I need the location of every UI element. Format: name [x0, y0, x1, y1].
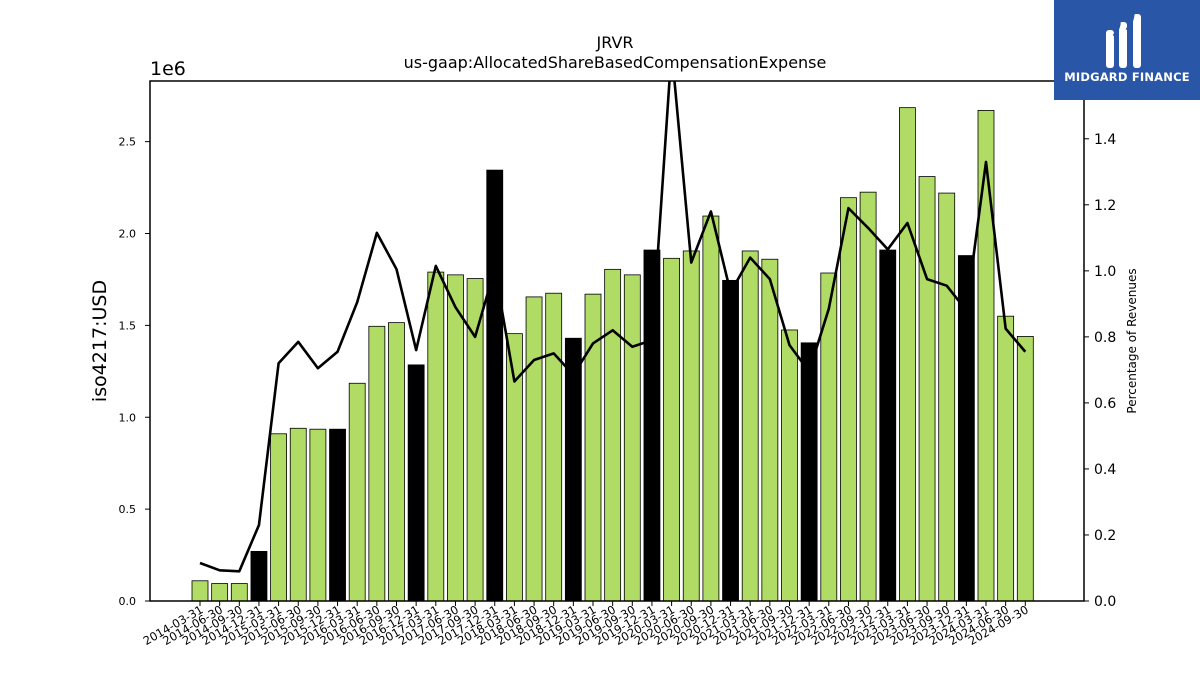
line-group [199, 81, 1027, 573]
bar [250, 550, 268, 602]
bar [604, 268, 622, 602]
y-tick-label: 0.5 [119, 503, 137, 516]
y-tick-label: 2.5 [119, 136, 137, 149]
bar [270, 433, 288, 602]
chart-subtitle: us-gaap:AllocatedShareBasedCompensationE… [404, 53, 827, 72]
y2-tick-label: 0.8 [1094, 330, 1116, 346]
y-tick-label: 0.0 [119, 595, 137, 608]
y-scale-label: 1e6 [150, 58, 186, 80]
bar [663, 257, 680, 602]
bar [800, 342, 818, 602]
bar [761, 258, 779, 602]
plot-frame [149, 80, 1085, 602]
axes-group: 0.0 0.5 1.0 1.5 2.0 2.5 0.0 0.2 0.4 0.6 0.8 1.0 1.2 1… [119, 80, 1116, 648]
bar [564, 337, 582, 602]
bar [427, 271, 445, 602]
bar [938, 192, 956, 602]
y-tick-label: 1.5 [119, 319, 137, 332]
revenue-percentage-line [199, 81, 1027, 573]
y2-tick-label: 1.2 [1094, 198, 1116, 214]
bar [486, 169, 504, 602]
y2-tick-label: 0.0 [1094, 594, 1116, 610]
bar [545, 292, 563, 602]
bar [447, 274, 464, 602]
bar [899, 107, 916, 602]
y2-tick-label: 1.4 [1094, 132, 1116, 148]
bar [702, 215, 720, 602]
chart-title: JRVR [595, 33, 633, 52]
y2-tick-label: 0.4 [1094, 462, 1116, 478]
bar [643, 249, 661, 602]
bar [859, 191, 877, 602]
y-tick-label: 1.0 [119, 411, 137, 424]
bar [407, 364, 425, 602]
y2-tick-label: 1.0 [1094, 264, 1116, 280]
mf-logo-icon [1106, 13, 1141, 68]
bar [191, 580, 209, 602]
logo-text: MIDGARD FINANCE [1064, 70, 1190, 84]
bar [211, 583, 229, 602]
midgard-finance-logo: MIDGARD FINANCE [1054, 0, 1200, 100]
bar [623, 274, 641, 602]
bar [977, 109, 995, 602]
bar [781, 329, 798, 602]
bar [230, 583, 248, 602]
bars-group [191, 107, 1034, 602]
bar [879, 249, 897, 602]
bar [525, 296, 543, 602]
bar [997, 315, 1015, 602]
bar [289, 427, 307, 602]
bar [918, 176, 936, 602]
bar [309, 428, 327, 602]
bar [741, 250, 759, 602]
bar [820, 272, 838, 602]
y-axis-label: iso4217:USD [89, 280, 111, 402]
bar [368, 325, 386, 602]
bar [348, 382, 366, 602]
y2-tick-label: 0.2 [1094, 528, 1116, 544]
bar [388, 322, 405, 602]
y-tick-label: 2.0 [119, 228, 137, 241]
y2-axis-label: Percentage of Revenues [1125, 268, 1139, 413]
bar [1016, 336, 1034, 602]
bar [722, 279, 739, 602]
bar [840, 197, 857, 602]
y2-tick-label: 0.6 [1094, 396, 1116, 412]
bar [682, 250, 700, 602]
bar [329, 428, 346, 602]
